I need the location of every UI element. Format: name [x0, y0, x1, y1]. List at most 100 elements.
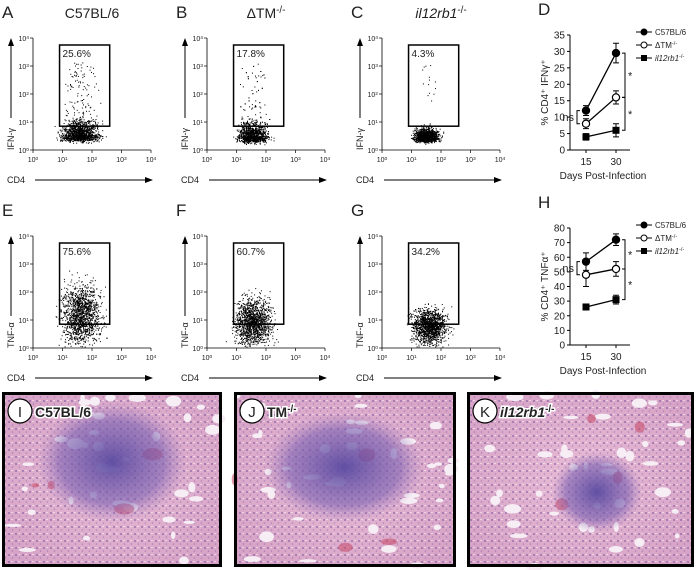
event-dot [253, 124, 254, 125]
event-dot [83, 139, 84, 140]
x-tick-label-sup: 0 [36, 156, 39, 162]
x-tick-label-main: 10 [261, 157, 269, 164]
event-dot [243, 109, 244, 110]
y-tick-label: 102 [367, 91, 378, 100]
event-dot [65, 84, 66, 85]
event-dot [90, 133, 91, 134]
event-dot [97, 317, 98, 318]
event-dot [263, 139, 264, 140]
event-dot [252, 131, 253, 132]
event-dot [70, 315, 71, 316]
event-dot [94, 127, 95, 128]
event-dot [421, 141, 422, 142]
event-dot [74, 75, 75, 76]
event-dot [85, 285, 86, 286]
event-dot [84, 286, 85, 287]
event-dot [94, 129, 95, 130]
event-dot [87, 84, 88, 85]
event-dot [92, 135, 93, 136]
y-tick-label: 102 [192, 91, 203, 100]
event-dot [259, 106, 260, 107]
event-dot [79, 277, 80, 278]
event-dot [243, 128, 244, 129]
event-dot [100, 103, 101, 104]
event-dot [411, 135, 412, 136]
event-dot [71, 123, 72, 124]
event-dot [431, 131, 432, 132]
event-dot [414, 140, 415, 141]
event-dot [258, 64, 259, 65]
event-dot [416, 136, 417, 137]
event-dot [92, 127, 93, 128]
event-dot [256, 131, 257, 132]
event-dot [77, 136, 78, 137]
event-dot [435, 140, 436, 141]
event-dot [86, 137, 87, 138]
y-tick-label-sup: 0 [26, 147, 29, 153]
event-dot [437, 136, 438, 137]
x-axis-label: CD4 [7, 175, 25, 185]
event-dot [72, 121, 73, 122]
event-dot [86, 111, 87, 112]
event-dot [73, 77, 74, 78]
event-dot [245, 137, 246, 138]
event-dot [99, 141, 100, 142]
event-dot [240, 137, 241, 138]
event-dot [63, 138, 64, 139]
event-dot [418, 141, 419, 142]
event-dot [430, 132, 431, 133]
event-dot [429, 128, 430, 129]
event-dot [258, 134, 259, 135]
event-dot [260, 132, 261, 133]
event-dot [89, 335, 90, 336]
event-dot [271, 139, 272, 140]
event-dot [92, 132, 93, 133]
event-dot [74, 103, 75, 104]
event-dot [255, 105, 256, 106]
event-dot [257, 133, 258, 134]
event-dot [86, 122, 87, 123]
event-dot [67, 90, 68, 91]
event-dot [81, 128, 82, 129]
event-dot [248, 141, 249, 142]
event-dot [245, 131, 246, 132]
event-dot [94, 87, 95, 88]
event-dot [94, 137, 95, 138]
event-dot [416, 130, 417, 131]
event-dot [233, 137, 234, 138]
event-dot [73, 123, 74, 124]
event-dot [79, 138, 80, 139]
event-dot [82, 133, 83, 134]
event-dot [82, 100, 83, 101]
event-dot [77, 291, 78, 292]
x-tick-label-main: 10 [290, 157, 298, 164]
event-dot [84, 133, 85, 134]
event-dot [258, 138, 259, 139]
event-dot [257, 138, 258, 139]
event-dot [64, 297, 65, 298]
x-tick-label-main: 10 [406, 157, 414, 164]
event-dot [79, 127, 80, 128]
event-dot [67, 136, 68, 137]
event-dots [233, 64, 274, 146]
event-dot [95, 280, 96, 281]
event-dot [265, 129, 266, 130]
event-dot [78, 68, 79, 69]
event-dot [75, 124, 76, 125]
event-dot [93, 68, 94, 69]
event-dot [245, 138, 246, 139]
event-dot [85, 137, 86, 138]
x-tick-label: 102 [436, 156, 447, 165]
event-dot [83, 114, 84, 115]
event-dot [92, 120, 93, 121]
x-tick-label-sup: 2 [269, 156, 272, 162]
event-dot [81, 121, 82, 122]
event-dot [70, 85, 71, 86]
event-dot [67, 289, 68, 290]
event-dot [97, 308, 98, 309]
event-dot [420, 132, 421, 133]
event-dot [84, 131, 85, 132]
event-dot [261, 133, 262, 134]
event-dot [83, 137, 84, 138]
y-tick-label-sup: 2 [26, 91, 29, 97]
